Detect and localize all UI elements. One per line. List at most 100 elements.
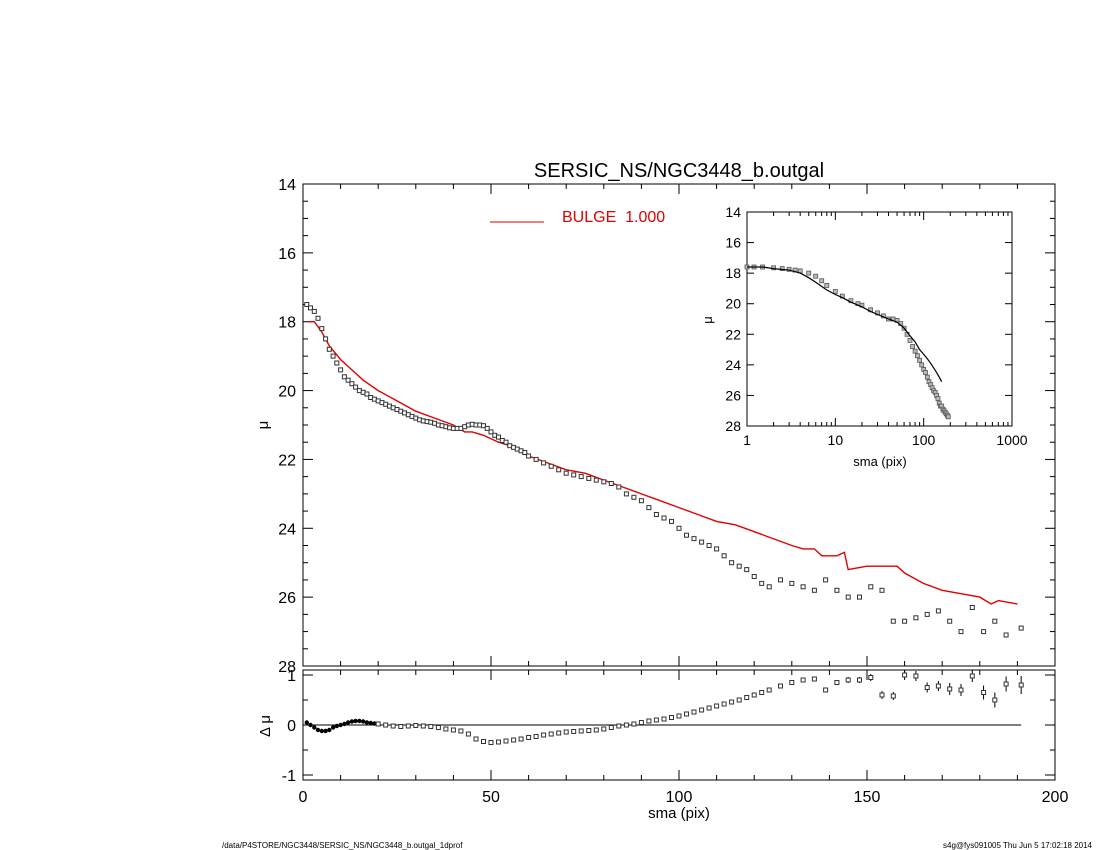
main-plot-panel: SERSIC_NS/NGC3448_b.outgal 14 16 18 20 22 24 2… [255,160,1056,676]
main-data-point [319,326,325,332]
residual-data-point [616,723,622,729]
inset-y-tick-label: 22 [725,326,741,342]
main-data-point [823,577,829,583]
legend-label-bulge: BULGE 1.000 [562,209,665,226]
residual-data-point [405,723,411,729]
inset-x-tick-label: 1 [743,432,751,448]
main-data-point [601,479,607,485]
residual-data-point [661,716,667,722]
main-data-point [721,553,727,559]
residual-data-point [349,719,355,724]
residual-data-point [586,728,592,733]
main-data-point [759,580,765,586]
inset-model-line [747,266,943,382]
residual-data-point [357,718,362,724]
inset-data-point [917,357,922,363]
residual-data-point [778,683,783,689]
main-data-point [349,381,355,387]
inset-y-axis-label: μ [700,316,715,324]
residual-data-point [526,735,532,740]
residual-data-point [563,729,569,735]
main-data-point [691,536,697,542]
main-data-point [484,425,490,431]
main-data-point [578,474,584,480]
residual-data-point [465,731,471,737]
main-y-tick-label: 24 [278,521,296,538]
residual-data-point [766,687,772,693]
residual-data-point [548,731,554,737]
inset-data-point [912,348,918,354]
main-data-point [593,477,599,483]
inset-data-point [813,273,819,279]
residual-data-point [676,713,682,719]
residual-data-point [330,725,336,730]
footer-file-path: /data/P4STORE/NGC3448/SERSIC_NS/NGC3448_… [222,841,463,850]
residual-x-tick-label: 100 [666,789,693,806]
residual-data-point [308,722,313,728]
main-data-point [330,353,336,359]
main-y-tick-label: 14 [278,177,296,194]
residual-y-tick-label: -1 [282,768,296,785]
residual-data-point [578,728,584,734]
main-data-point [571,472,577,478]
residual-data-point [488,740,494,745]
main-y-tick-label: 22 [278,452,296,469]
main-data-point [766,584,772,590]
residual-data-point [518,736,524,742]
main-data-point [879,587,885,593]
residual-data-point [443,726,449,732]
main-data-point [556,467,562,473]
inset-data-point [919,362,925,368]
main-data-point [608,481,614,486]
residual-data-point [541,732,547,738]
main-data-point [778,577,783,583]
residual-data-point [631,721,637,727]
inset-plot-marks [744,264,951,420]
residual-data-point [372,721,377,726]
main-data-point [913,615,919,621]
main-data-point [522,450,528,455]
main-data-point [503,439,509,445]
main-data-point [353,384,359,390]
main-data-point [311,308,317,314]
inset-x-tick-label: 10 [828,432,844,448]
residual-data-point [751,692,757,698]
residual-data-point [511,737,517,743]
main-legend: BULGE 1.000 [490,209,665,226]
inset-data-point [779,266,785,272]
residual-data-point [653,717,659,723]
inset-plot-frame [746,211,1013,427]
main-data-point [800,584,806,590]
residual-data-point [338,722,343,728]
main-data-point [533,456,539,462]
inset-y-tick-label: 16 [725,235,741,251]
residual-y-axis-label: Δ μ [257,715,274,737]
residual-data-point [691,709,697,715]
residual-data-point [834,680,840,685]
main-data-point [981,629,987,635]
main-data-point [345,377,351,383]
residual-data-point [435,725,441,730]
main-data-point [868,584,874,590]
main-plot-marks [304,302,1024,638]
residual-data-point [935,683,941,689]
residual-data-point [744,695,750,700]
residual-x-tick-label: 50 [482,789,500,806]
residual-plot-marks [303,670,1024,745]
main-data-point [857,594,862,600]
residual-data-point [556,730,562,736]
main-data-point [736,563,742,569]
main-data-point [338,367,344,373]
main-data-point [326,346,332,352]
main-y-tick-label: 26 [278,590,296,607]
main-data-point [676,525,682,531]
main-y-tick-labels: 14 16 18 20 22 24 26 28 [278,177,296,676]
residual-data-point [706,705,712,711]
inset-y-tick-label: 18 [725,265,741,281]
main-y-tick-label: 20 [278,384,296,401]
inset-data-point [923,370,928,375]
residual-data-point [420,723,426,729]
residual-plot-panel: -101 0 50 100 150 200 Δ μ sma (pix) [257,668,1068,822]
residual-data-point [714,703,720,709]
